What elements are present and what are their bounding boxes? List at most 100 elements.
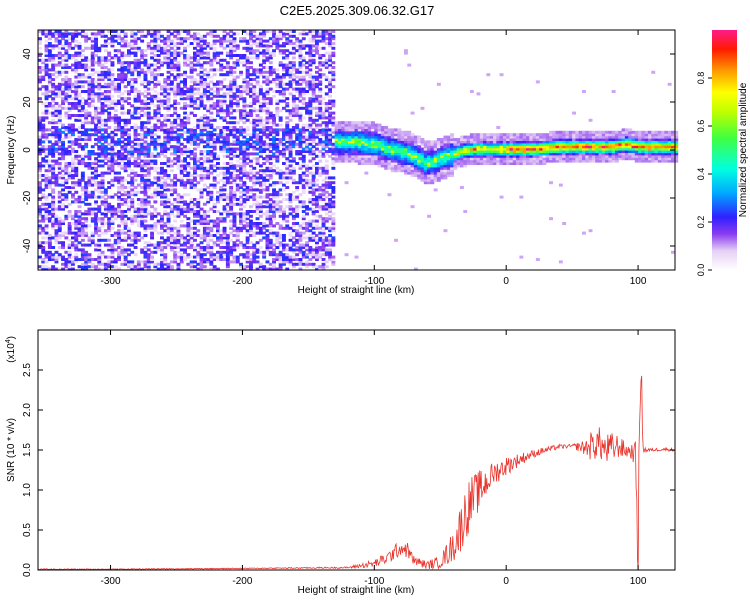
- spectrogram-cell: [54, 135, 59, 139]
- spectrogram-cell: [90, 94, 95, 98]
- spectrogram-cell: [166, 147, 171, 151]
- spectrogram-cell: [71, 90, 75, 93]
- spectrogram-cell: [77, 214, 82, 218]
- spectrogram-cell: [153, 133, 158, 137]
- spectrogram-cell: [321, 267, 326, 271]
- spectrogram-cell: [97, 97, 102, 101]
- spectrogram-cell: [51, 200, 56, 204]
- spectrogram-cell: [318, 236, 323, 240]
- spectrogram-cell: [242, 85, 247, 89]
- spectrogram-cell: [301, 243, 306, 247]
- spectrogram-cell: [80, 34, 85, 38]
- spectrogram-cell: [295, 106, 300, 110]
- spectrogram-cell: [324, 121, 329, 125]
- spectrogram-cell: [225, 44, 230, 48]
- spectrogram-cell: [54, 267, 59, 271]
- spectrogram-cell: [245, 140, 250, 144]
- spectrogram-cell: [166, 267, 171, 271]
- spectrogram-cell: [163, 181, 168, 185]
- spectrogram-cell: [51, 34, 56, 38]
- spectrogram-cell: [41, 241, 46, 245]
- spectrogram-cell: [193, 142, 197, 146]
- spectrogram-cell: [305, 111, 309, 115]
- spectrogram-cell: [163, 142, 168, 146]
- spectrogram-cell: [268, 193, 273, 197]
- spectrogram-cell: [242, 130, 247, 134]
- spectrogram-cell: [268, 68, 273, 72]
- spectrogram-cell: [252, 56, 257, 60]
- spectrogram-cell: [288, 169, 293, 173]
- spectrogram-cell: [212, 82, 217, 86]
- spectrogram-cell: [315, 94, 319, 98]
- spectrogram-cell: [298, 94, 303, 98]
- spectrogram-cell: [189, 207, 194, 211]
- spectrogram-cell: [291, 111, 296, 115]
- spectrogram-cell: [209, 159, 214, 163]
- spectrogram-cell: [295, 210, 300, 213]
- spectrogram-cell: [265, 236, 270, 240]
- spectrogram-cell: [153, 78, 158, 81]
- spectrogram-cell: [94, 114, 98, 117]
- spectrogram-cell: [324, 140, 329, 144]
- spectrogram-cell: [242, 46, 247, 50]
- spectrogram-cell: [74, 200, 79, 204]
- spectrogram-cell: [173, 130, 178, 134]
- spectrogram-cell: [186, 147, 191, 151]
- spectrogram-cell: [219, 219, 224, 223]
- spectrogram-cell: [94, 152, 98, 156]
- spectrogram-cell: [61, 78, 65, 81]
- spectrogram-cell: [318, 217, 323, 221]
- spectrogram-cell: [202, 87, 207, 91]
- spectrogram-cell: [324, 195, 329, 199]
- spectrogram-cell: [163, 202, 168, 206]
- spectrogram-cell: [74, 243, 79, 247]
- spectrogram-cell: [196, 82, 201, 86]
- spectrogram-cell: [258, 51, 263, 55]
- spectrogram-cell: [140, 186, 145, 189]
- spectrogram-cell: [146, 210, 151, 213]
- spectrogram-cell: [97, 241, 102, 245]
- spectrogram-cell: [183, 130, 187, 134]
- spectrogram-cell: [90, 63, 95, 67]
- spectrogram-cell: [57, 94, 62, 98]
- spectrogram-cell: [120, 229, 125, 233]
- spectrogram-cell: [54, 109, 59, 113]
- spectrogram-cell: [245, 255, 250, 259]
- spectrogram-cell: [252, 147, 257, 151]
- spectrogram-cell: [315, 133, 319, 137]
- spectrogram-cell: [97, 82, 102, 86]
- spectrogram-cell: [38, 181, 42, 185]
- spectrogram-cell: [156, 44, 161, 48]
- spectrogram-cell: [150, 39, 154, 43]
- spectrogram-cell: [117, 138, 121, 141]
- spectrogram-cell: [47, 56, 52, 60]
- spectrogram-cell: [64, 128, 69, 132]
- spectrogram-cell: [245, 212, 250, 216]
- spectrogram-cell: [44, 106, 49, 110]
- spectrogram-cell: [133, 39, 138, 43]
- spectrogram-cell: [61, 54, 65, 57]
- spectrogram-cell: [74, 171, 79, 175]
- spectrogram-cell: [282, 32, 286, 36]
- spectrogram-cell: [239, 94, 243, 98]
- spectrogram-cell: [252, 210, 257, 213]
- spectrogram-cell: [324, 142, 329, 146]
- spectrogram-cell: [146, 145, 151, 149]
- spectrogram-cell: [239, 176, 243, 180]
- spectrogram-cell: [166, 75, 171, 79]
- spectrogram-cell: [202, 61, 207, 65]
- spectrogram-cell: [272, 42, 276, 45]
- spectrogram-cell: [57, 157, 62, 161]
- spectrogram-cell: [229, 250, 234, 254]
- spectrogram-cell: [318, 188, 323, 192]
- spectrogram-cell: [318, 128, 323, 132]
- spectrogram-cell: [176, 166, 181, 170]
- spectrogram-cell: [156, 171, 161, 175]
- spectrogram-cell: [84, 193, 89, 197]
- spectrogram-cell: [110, 243, 115, 247]
- spectrogram-cell: [166, 217, 171, 221]
- spectrogram-cell: [262, 181, 267, 185]
- spectrogram-cell: [324, 171, 329, 175]
- spectrogram-cell: [308, 222, 313, 225]
- spectrogram-cell: [140, 178, 145, 182]
